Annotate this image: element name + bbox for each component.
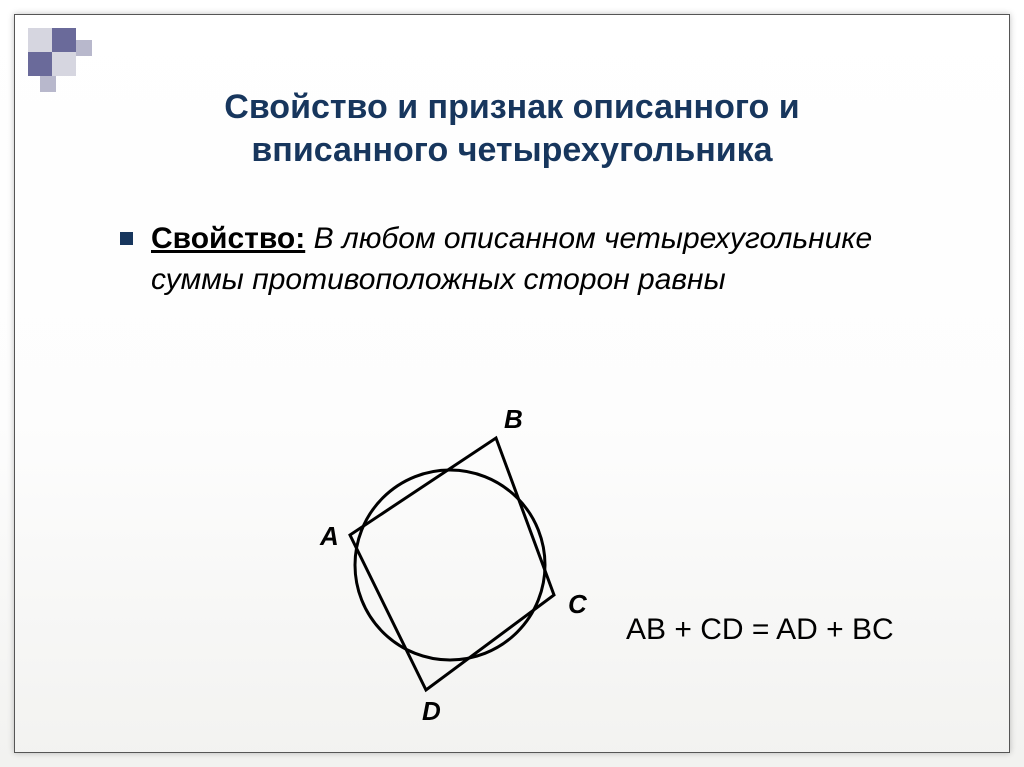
svg-text:A: A — [319, 521, 339, 551]
corner-decoration — [28, 28, 108, 108]
slide: Свойство и признак описанного и вписанно… — [0, 0, 1024, 767]
geometry-diagram: A B C D — [270, 390, 600, 720]
formula: AB + CD = AD + BC — [626, 613, 894, 647]
svg-text:B: B — [504, 404, 523, 434]
svg-text:D: D — [422, 696, 441, 720]
svg-text:C: C — [568, 589, 588, 619]
